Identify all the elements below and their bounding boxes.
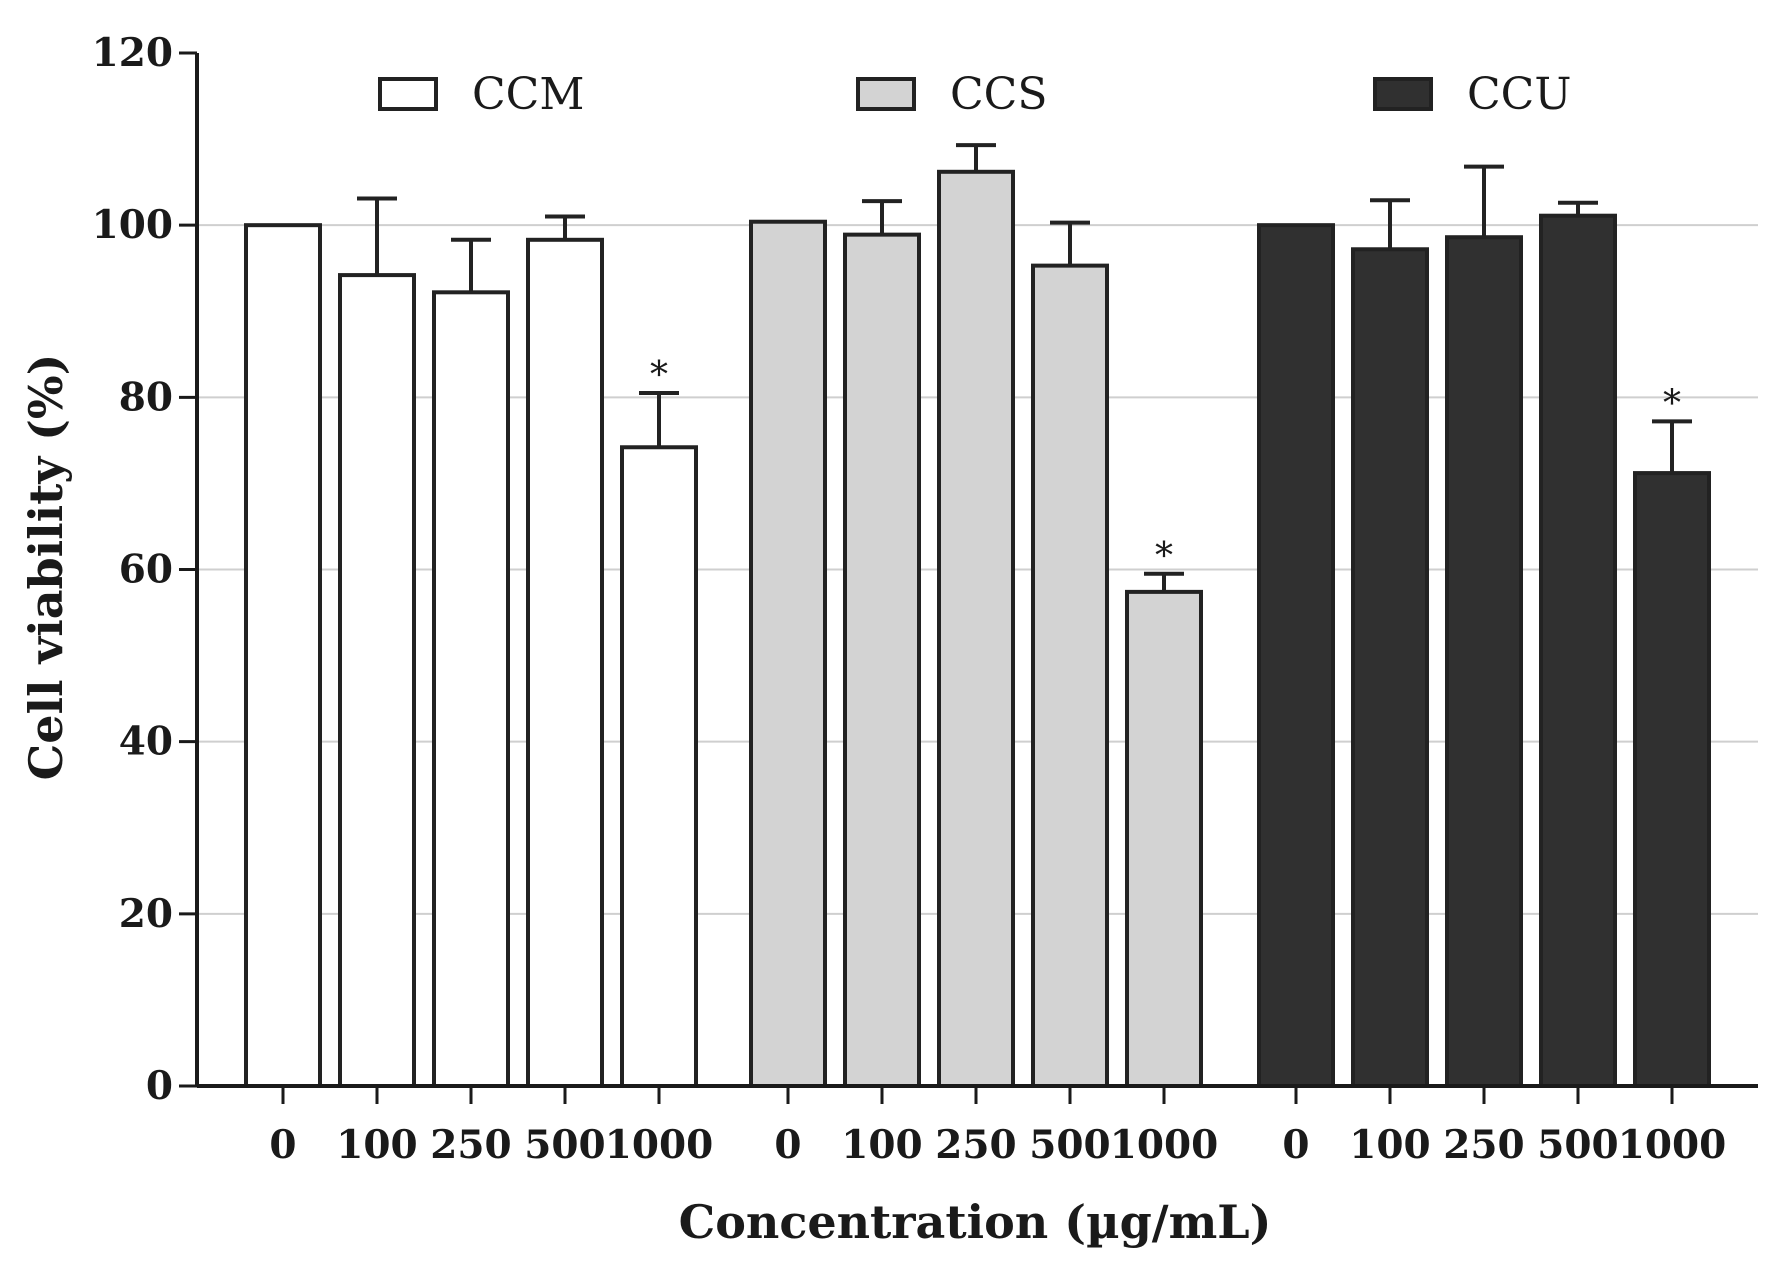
y-tick-label: 100 [92,202,173,248]
bar [1633,471,1711,1088]
x-tick-label: 0 [774,1122,801,1168]
y-axis-title: Cell viability (%) [19,354,73,781]
x-tick-label: 100 [336,1122,417,1168]
x-tick-label: 100 [841,1122,922,1168]
x-tick-label: 100 [1349,1122,1430,1168]
legend-label: CCM [472,69,584,120]
y-tick-label: 40 [119,719,173,765]
x-tick-label: 250 [935,1122,1016,1168]
x-tick-label: 250 [430,1122,511,1168]
bars: * * * [244,143,1711,1089]
x-tick-label: 0 [1282,1122,1309,1168]
axes [179,51,1758,1104]
bar [1031,263,1109,1088]
legend: CCM CCS CCU [378,69,1571,120]
x-tick-label: 1000 [605,1122,714,1168]
bar [244,223,322,1088]
x-tick-label: 1000 [1110,1122,1219,1168]
y-tick-label: 80 [119,374,173,420]
legend-swatch [856,77,916,111]
y-tick-label: 60 [119,547,173,593]
y-tick-label: 120 [92,30,173,76]
x-tick-label: 500 [1537,1122,1618,1168]
bar [1351,247,1429,1088]
x-tick-label: 0 [269,1122,296,1168]
legend-label: CCU [1467,69,1571,120]
bar [432,290,510,1089]
bar [620,445,698,1088]
y-tick-label: 20 [119,891,173,937]
x-tick-label: 250 [1443,1122,1524,1168]
bar [937,169,1015,1089]
x-tick-label: 500 [1029,1122,1110,1168]
bar [843,232,921,1089]
y-tick-label: 0 [146,1063,173,1109]
significance-marker: * [1155,536,1173,577]
legend-label: CCS [950,69,1047,120]
legend-swatch [1373,77,1433,111]
x-axis-title: Concentration (µg/mL) [679,1195,1272,1249]
bar [749,219,827,1088]
bar [1539,213,1617,1088]
x-tick-label: 500 [524,1122,605,1168]
significance-marker: * [1663,383,1681,424]
bar [1445,235,1523,1089]
x-tick-label: 1000 [1618,1122,1727,1168]
bar [1125,589,1203,1088]
bar [338,273,416,1089]
significance-marker: * [650,355,668,396]
bar [526,237,604,1088]
legend-swatch [378,77,438,111]
bar [1257,223,1335,1088]
